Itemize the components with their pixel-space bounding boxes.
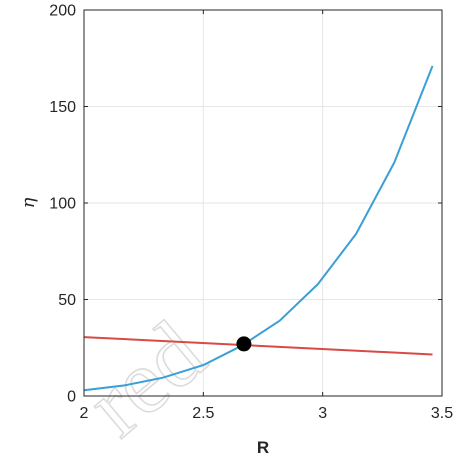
y-tick-label: 150 [49,99,76,116]
y-tick-label: 200 [49,3,76,20]
series-line-2 [83,336,433,356]
watermark: red [66,301,223,456]
series-layer [83,65,434,392]
x-tick-label: 2 [80,405,89,422]
x-axis-label: R [257,438,269,457]
series-line-1 [83,65,434,392]
y-tick-label: 50 [58,292,76,309]
y-tick-label: 100 [49,196,76,213]
x-tick-label: 3 [318,405,327,422]
y-tick-label: 0 [67,389,76,406]
watermark-text: red [67,302,223,456]
x-tick-label: 2.5 [192,405,214,422]
y-tick-labels: 0 50 100 150 200 [49,3,76,406]
tick-marks [83,9,443,397]
intersection-point [236,336,252,352]
x-tick-labels: 2 2.5 3 3.5 [80,405,454,422]
x-tick-label: 3.5 [431,405,453,422]
y-axis-label: η [18,197,39,208]
